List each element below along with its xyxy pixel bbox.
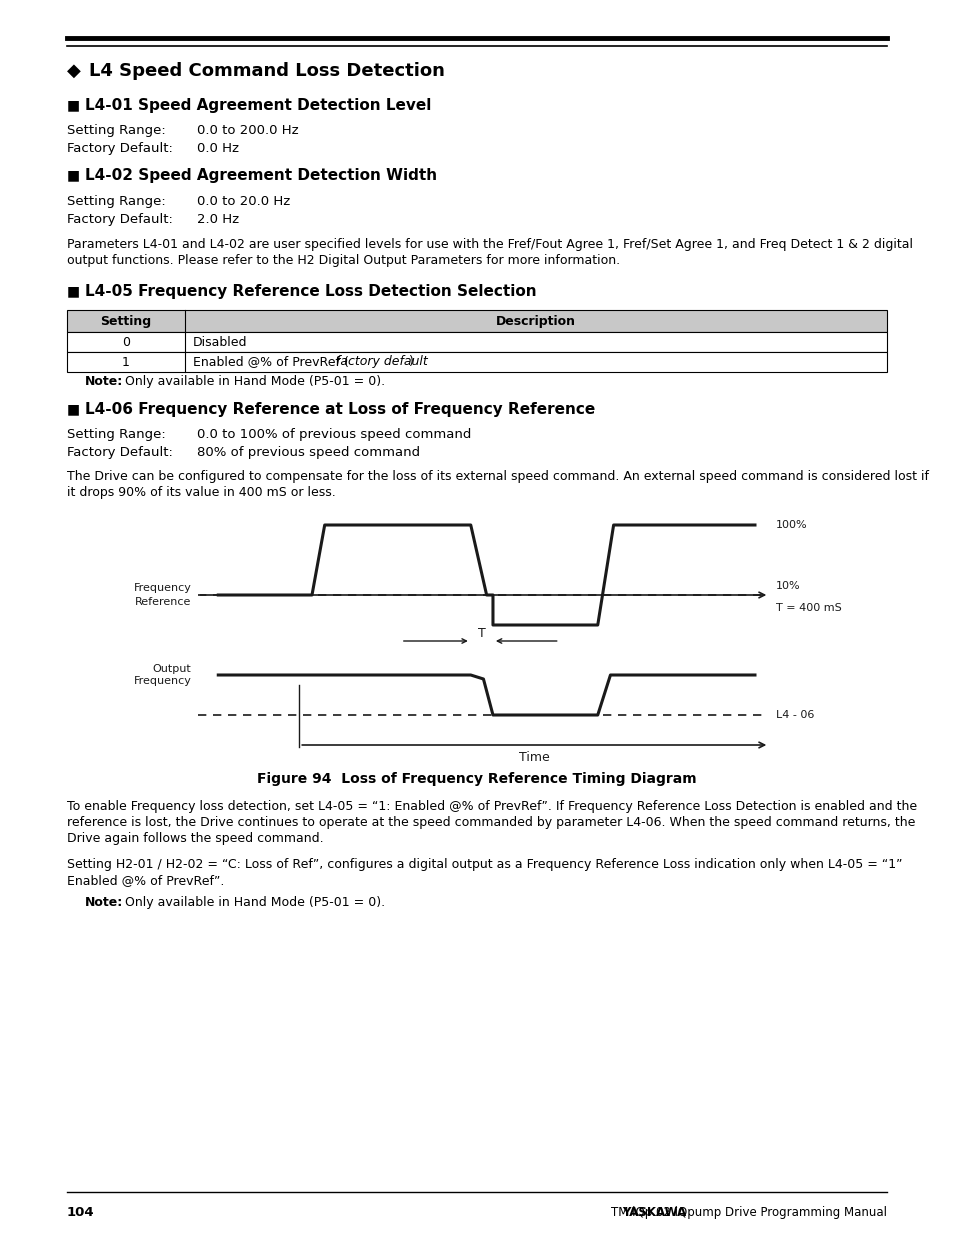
Text: 0.0 to 100% of previous speed command: 0.0 to 100% of previous speed command xyxy=(196,429,471,441)
Text: Setting Range:: Setting Range: xyxy=(67,195,166,207)
Text: factory default: factory default xyxy=(335,356,427,368)
Text: ■: ■ xyxy=(67,284,80,298)
Text: Factory Default:: Factory Default: xyxy=(67,142,172,156)
Text: Description: Description xyxy=(496,315,576,327)
Text: Figure 94  Loss of Frequency Reference Timing Diagram: Figure 94 Loss of Frequency Reference Ti… xyxy=(257,772,696,785)
Text: ■: ■ xyxy=(67,168,80,182)
Bar xyxy=(67,310,886,332)
Text: ■: ■ xyxy=(67,98,80,112)
Text: L4-05 Frequency Reference Loss Detection Selection: L4-05 Frequency Reference Loss Detection… xyxy=(85,284,536,299)
Text: Drive again follows the speed command.: Drive again follows the speed command. xyxy=(67,832,323,845)
Text: T: T xyxy=(477,627,485,640)
Text: T = 400 mS: T = 400 mS xyxy=(775,603,841,613)
Text: Disabled: Disabled xyxy=(193,336,247,348)
Text: Setting Range:: Setting Range: xyxy=(67,124,166,137)
Text: To enable Frequency loss detection, set L4-05 = “1: Enabled @% of PrevRef”. If F: To enable Frequency loss detection, set … xyxy=(67,800,916,813)
Text: The Drive can be configured to compensate for the loss of its external speed com: The Drive can be configured to compensat… xyxy=(67,471,928,483)
Text: ■: ■ xyxy=(67,403,80,416)
Text: ◆: ◆ xyxy=(67,62,81,80)
Text: Note:: Note: xyxy=(85,897,123,909)
Text: output functions. Please refer to the H2 Digital Output Parameters for more info: output functions. Please refer to the H2… xyxy=(67,254,619,267)
Text: TM.iQp.02 iQpump Drive Programming Manual: TM.iQp.02 iQpump Drive Programming Manua… xyxy=(610,1207,886,1219)
Text: Setting H2-01 / H2-02 = “C: Loss of Ref”, configures a digital output as a Frequ: Setting H2-01 / H2-02 = “C: Loss of Ref”… xyxy=(67,858,902,871)
Text: L4-02 Speed Agreement Detection Width: L4-02 Speed Agreement Detection Width xyxy=(85,168,436,183)
Text: 1: 1 xyxy=(122,356,130,368)
Bar xyxy=(67,332,886,352)
Text: 0.0 to 200.0 Hz: 0.0 to 200.0 Hz xyxy=(196,124,298,137)
Text: 80% of previous speed command: 80% of previous speed command xyxy=(196,446,419,459)
Text: Only available in Hand Mode (P5-01 = 0).: Only available in Hand Mode (P5-01 = 0). xyxy=(125,375,385,388)
Text: 0: 0 xyxy=(122,336,130,348)
Text: Frequency: Frequency xyxy=(133,583,192,593)
Text: Parameters L4-01 and L4-02 are user specified levels for use with the Fref/Fout : Parameters L4-01 and L4-02 are user spec… xyxy=(67,238,912,251)
Text: Enabled @% of PrevRef (: Enabled @% of PrevRef ( xyxy=(193,356,349,368)
Text: 10%: 10% xyxy=(775,580,800,592)
Bar xyxy=(67,352,886,372)
Text: Enabled @% of PrevRef”.: Enabled @% of PrevRef”. xyxy=(67,874,224,887)
Text: Only available in Hand Mode (P5-01 = 0).: Only available in Hand Mode (P5-01 = 0). xyxy=(125,897,385,909)
Text: Setting: Setting xyxy=(100,315,152,327)
Text: ): ) xyxy=(409,356,414,368)
Text: L4 Speed Command Loss Detection: L4 Speed Command Loss Detection xyxy=(89,62,444,80)
Text: reference is lost, the Drive continues to operate at the speed commanded by para: reference is lost, the Drive continues t… xyxy=(67,816,915,829)
Text: L4-06 Frequency Reference at Loss of Frequency Reference: L4-06 Frequency Reference at Loss of Fre… xyxy=(85,403,595,417)
Text: Frequency: Frequency xyxy=(133,676,192,685)
Text: Output: Output xyxy=(152,664,192,674)
Text: 104: 104 xyxy=(67,1207,94,1219)
Text: Factory Default:: Factory Default: xyxy=(67,446,172,459)
Text: 0.0 Hz: 0.0 Hz xyxy=(196,142,239,156)
Text: L4 - 06: L4 - 06 xyxy=(775,710,813,720)
Text: L4-01 Speed Agreement Detection Level: L4-01 Speed Agreement Detection Level xyxy=(85,98,431,112)
Text: 2.0 Hz: 2.0 Hz xyxy=(196,212,239,226)
Text: Note:: Note: xyxy=(85,375,123,388)
Text: Reference: Reference xyxy=(134,597,192,606)
Text: Setting Range:: Setting Range: xyxy=(67,429,166,441)
Text: Time: Time xyxy=(518,751,549,764)
Text: Factory Default:: Factory Default: xyxy=(67,212,172,226)
Text: 0.0 to 20.0 Hz: 0.0 to 20.0 Hz xyxy=(196,195,290,207)
Text: it drops 90% of its value in 400 mS or less.: it drops 90% of its value in 400 mS or l… xyxy=(67,487,335,499)
Text: 100%: 100% xyxy=(775,520,806,530)
Text: YASKAWA: YASKAWA xyxy=(621,1207,685,1219)
